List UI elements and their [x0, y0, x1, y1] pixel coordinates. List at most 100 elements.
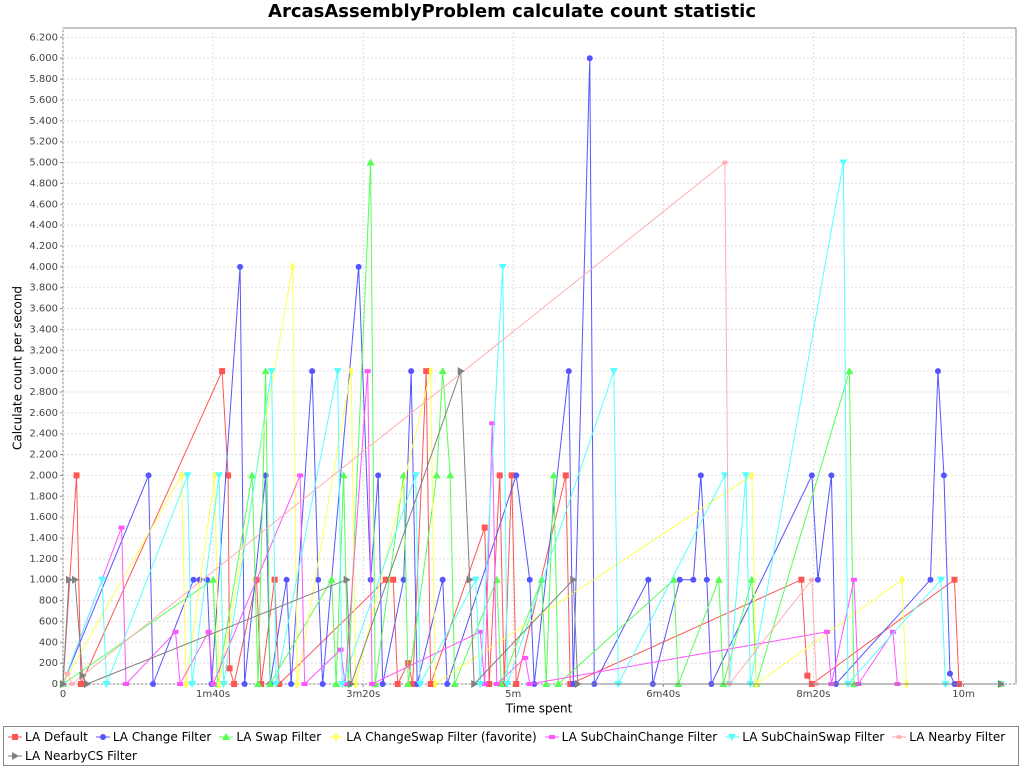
legend-icon: [8, 733, 22, 740]
marker: [66, 575, 74, 584]
marker: [334, 732, 339, 741]
marker: [190, 576, 197, 583]
marker: [209, 575, 218, 583]
marker: [432, 471, 441, 479]
marker: [188, 681, 197, 688]
marker: [850, 577, 857, 582]
marker: [258, 681, 265, 687]
marker: [690, 576, 697, 583]
marker: [404, 680, 413, 687]
marker: [288, 681, 295, 687]
marker: [369, 682, 376, 686]
marker: [416, 681, 425, 688]
y-tick-label: 2.800: [29, 387, 58, 398]
marker: [645, 576, 652, 583]
series-line: [62, 371, 1001, 686]
marker: [476, 681, 485, 688]
marker: [997, 680, 1005, 688]
legend-icon: [219, 732, 234, 740]
marker: [481, 524, 488, 531]
marker: [222, 732, 231, 740]
marker: [333, 368, 342, 376]
y-tick-label: 2.400: [29, 429, 58, 440]
marker: [697, 472, 704, 479]
marker: [267, 368, 276, 376]
y-tick-label: 400: [39, 637, 58, 648]
marker: [570, 681, 577, 687]
y-tick-label: 5.600: [29, 95, 58, 106]
marker: [548, 734, 555, 739]
legend-icon: [725, 733, 740, 741]
marker: [283, 576, 290, 583]
legend-item: LA NearbyCS Filter: [8, 746, 137, 765]
marker: [339, 471, 348, 479]
marker: [123, 682, 130, 686]
marker: [349, 367, 354, 376]
marker: [261, 367, 270, 375]
marker: [526, 576, 533, 583]
marker: [12, 751, 19, 760]
marker: [676, 576, 683, 583]
marker: [669, 575, 678, 583]
legend-label: LA Default: [25, 729, 88, 744]
marker: [896, 734, 903, 739]
marker: [353, 680, 358, 688]
marker: [72, 575, 80, 584]
marker: [226, 665, 233, 672]
marker: [327, 575, 336, 583]
y-tick-label: 0: [52, 679, 58, 690]
marker: [940, 472, 947, 479]
marker: [219, 368, 226, 375]
marker: [438, 367, 447, 375]
marker: [237, 263, 244, 270]
marker: [728, 733, 737, 741]
x-tick-label: 10m: [952, 689, 974, 700]
y-tick-label: 800: [39, 596, 58, 607]
marker: [522, 655, 529, 660]
marker: [609, 368, 618, 376]
y-tick-label: 3.000: [29, 366, 58, 377]
marker: [427, 681, 434, 687]
marker: [798, 576, 805, 583]
marker: [411, 472, 420, 480]
marker: [889, 629, 896, 634]
marker: [409, 681, 416, 687]
marker: [69, 682, 76, 686]
marker: [98, 576, 107, 584]
marker: [73, 472, 80, 479]
y-tick-label: 5.400: [29, 116, 58, 127]
legend-label: LA Swap Filter: [236, 729, 322, 744]
marker: [379, 681, 386, 687]
legend-label: LA SubChainChange Filter: [561, 729, 718, 744]
legend-icon: [892, 734, 907, 739]
y-tick-label: 4.800: [29, 178, 58, 189]
y-tick-label: 2.000: [29, 470, 58, 481]
legend-label: LA SubChainSwap Filter: [742, 729, 885, 744]
x-axis-label: Time spent: [505, 702, 573, 716]
y-tick-label: 600: [39, 616, 58, 627]
marker: [99, 733, 106, 740]
marker: [295, 680, 300, 688]
y-tick-label: 3.600: [29, 304, 58, 315]
marker: [319, 681, 326, 687]
marker: [489, 421, 496, 426]
marker: [210, 682, 217, 686]
marker: [145, 472, 152, 479]
marker: [496, 472, 503, 479]
chart: ArcasAssemblyProblem calculate count sta…: [11, 1, 1017, 716]
marker: [254, 680, 263, 687]
marker: [567, 681, 574, 687]
legend-label: LA ChangeSwap Filter (favorite): [346, 729, 537, 744]
y-tick-label: 3.400: [29, 324, 58, 335]
marker: [446, 471, 455, 479]
y-tick-label: 6.200: [29, 32, 58, 43]
marker: [315, 576, 322, 583]
chart-title: ArcasAssemblyProblem calculate count sta…: [268, 1, 756, 22]
marker: [444, 681, 451, 687]
marker: [338, 681, 347, 688]
y-tick-label: 4.400: [29, 220, 58, 231]
marker: [64, 671, 71, 676]
marker: [828, 472, 835, 479]
legend-item: LA Swap Filter: [219, 727, 321, 746]
marker: [586, 55, 593, 62]
